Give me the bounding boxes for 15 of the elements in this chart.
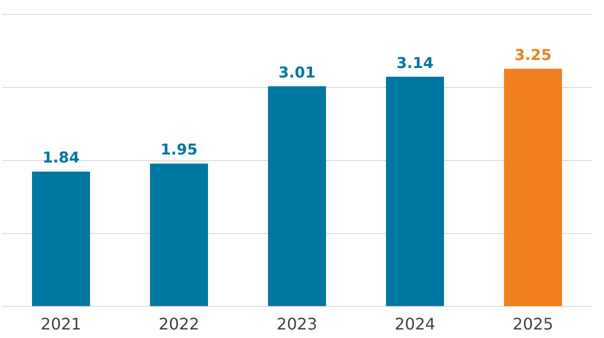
bar bbox=[32, 172, 90, 306]
data-label: 3.14 bbox=[396, 54, 434, 72]
bar bbox=[386, 76, 444, 306]
bar bbox=[150, 164, 208, 306]
data-label: 1.84 bbox=[42, 148, 80, 167]
x-tick-label: 2024 bbox=[394, 314, 436, 334]
x-tick-label: 2023 bbox=[276, 314, 318, 334]
data-label: 1.95 bbox=[160, 140, 198, 159]
bar bbox=[504, 68, 562, 306]
x-tick-label: 2021 bbox=[40, 314, 82, 334]
x-tick-label: 2022 bbox=[158, 314, 200, 334]
x-tick-label: 2025 bbox=[512, 314, 554, 334]
bar bbox=[268, 86, 326, 306]
data-label: 3.01 bbox=[278, 63, 316, 82]
data-label: 3.25 bbox=[514, 46, 552, 64]
